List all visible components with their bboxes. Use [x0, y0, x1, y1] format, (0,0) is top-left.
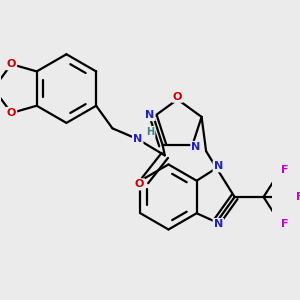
Text: O: O	[173, 92, 182, 102]
Text: N: N	[191, 142, 201, 152]
Text: N: N	[133, 134, 142, 144]
Text: O: O	[7, 108, 16, 118]
Text: N: N	[214, 219, 223, 229]
Text: O: O	[7, 59, 16, 69]
Text: N: N	[145, 110, 154, 120]
Text: H: H	[146, 127, 154, 137]
Text: N: N	[214, 161, 223, 171]
Text: F: F	[296, 192, 300, 202]
Text: F: F	[281, 219, 289, 229]
Text: F: F	[281, 165, 289, 175]
Text: O: O	[135, 179, 144, 189]
